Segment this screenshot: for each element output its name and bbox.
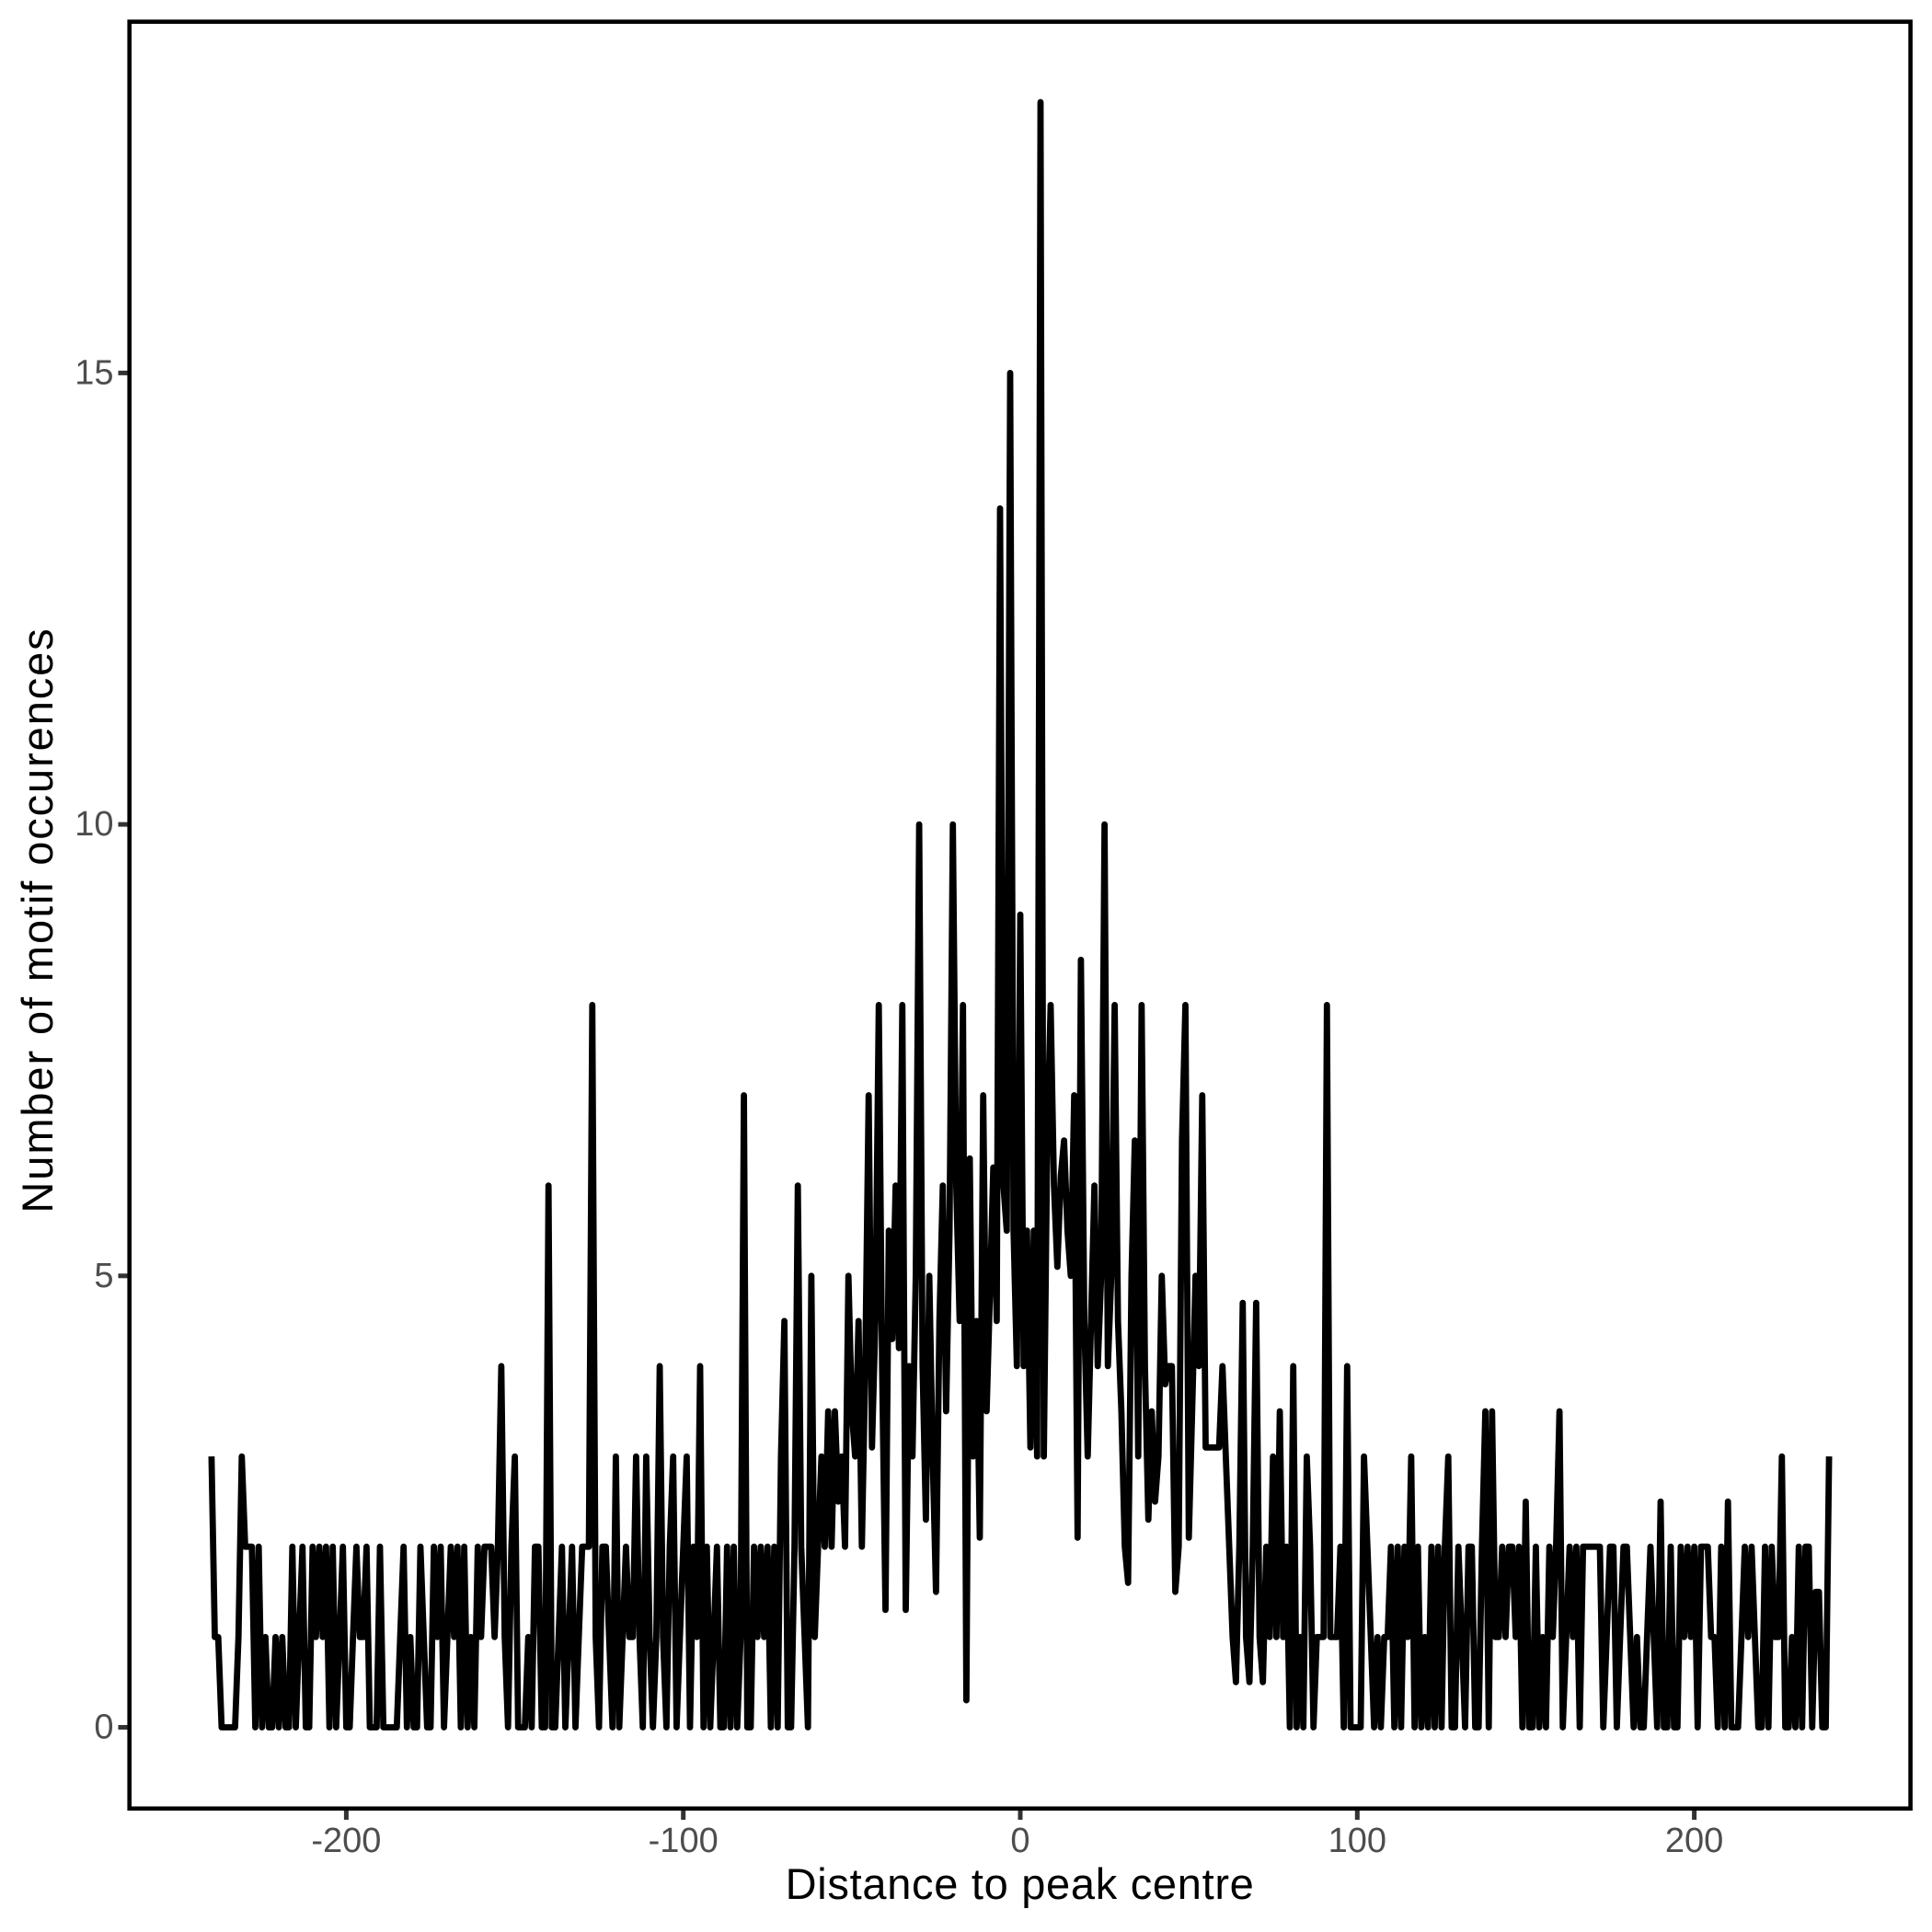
- svg-text:10: 10: [75, 805, 113, 844]
- svg-text:15: 15: [75, 353, 113, 392]
- svg-text:100: 100: [1328, 1822, 1386, 1860]
- svg-text:0: 0: [1010, 1822, 1029, 1860]
- svg-text:-100: -100: [649, 1822, 719, 1860]
- svg-text:Number of motif occurences: Number of motif occurences: [13, 627, 62, 1213]
- svg-text:-200: -200: [311, 1822, 381, 1860]
- svg-text:200: 200: [1665, 1822, 1723, 1860]
- svg-text:5: 5: [94, 1257, 113, 1295]
- svg-text:0: 0: [94, 1708, 113, 1747]
- svg-text:Distance to peak centre: Distance to peak centre: [786, 1859, 1255, 1908]
